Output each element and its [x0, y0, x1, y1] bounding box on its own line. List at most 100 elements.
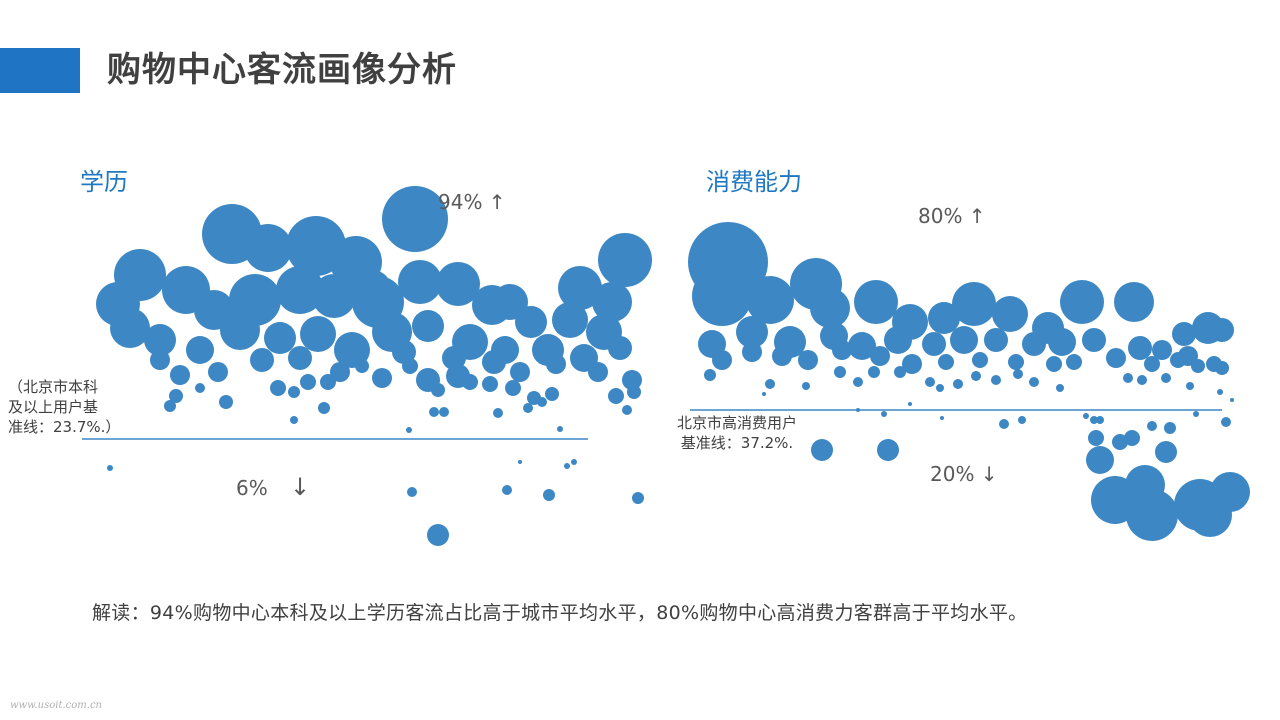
education-bubble	[588, 362, 608, 382]
consumption-bubble	[999, 419, 1009, 429]
consumption-bubble	[877, 439, 899, 461]
consumption-bubble	[992, 296, 1028, 332]
consumption-below-label: 20% ↓	[930, 462, 998, 486]
consumption-bubble	[1018, 416, 1026, 424]
education-bubble	[482, 350, 506, 374]
consumption-bubble	[1164, 422, 1176, 434]
consumption-bubble	[922, 332, 946, 356]
education-bubble	[439, 407, 449, 417]
consumption-bubble	[848, 332, 876, 360]
consumption-bubble	[925, 377, 935, 387]
consumption-bubble	[762, 392, 766, 396]
education-bubble	[107, 465, 113, 471]
consumption-bubble	[1137, 375, 1147, 385]
page-title: 购物中心客流画像分析	[107, 50, 457, 90]
consumption-bubble	[870, 346, 890, 366]
consumption-bubble	[1086, 446, 1114, 474]
education-bubble	[164, 400, 176, 412]
consumption-bubble	[1152, 340, 1172, 360]
consumption-bubble	[1217, 389, 1223, 395]
consumption-bubble	[1215, 361, 1229, 375]
education-bubble	[462, 374, 478, 390]
education-bubble	[355, 359, 369, 373]
consumption-bubble	[894, 366, 906, 378]
consumption-bubble	[928, 302, 960, 334]
consumption-bubble	[1147, 421, 1157, 431]
consumption-bubble	[991, 375, 1001, 385]
education-bubble	[510, 362, 530, 382]
education-bubble	[564, 463, 570, 469]
consumption-chart-title: 消费能力	[706, 168, 802, 196]
consumption-bubble	[1123, 373, 1133, 383]
consumption-bubble	[972, 352, 988, 368]
consumption-bubble	[1106, 348, 1126, 368]
consumption-bubble	[1029, 377, 1039, 387]
consumption-bubble	[984, 328, 1008, 352]
consumption-bubble	[950, 326, 978, 354]
education-bubble	[244, 224, 292, 272]
education-bubble	[632, 492, 644, 504]
education-bubble	[300, 374, 316, 390]
education-bubble	[545, 387, 559, 401]
consumption-bubble	[692, 266, 752, 326]
consumption-bubble	[1082, 328, 1106, 352]
consumption-bubble	[853, 377, 863, 387]
consumption-bubble	[938, 354, 954, 370]
consumption-bubble	[810, 288, 850, 328]
education-bubble	[186, 336, 214, 364]
education-bubble	[264, 322, 296, 354]
education-bubble	[312, 274, 356, 318]
education-bubble	[318, 402, 330, 414]
consumption-bubble	[1221, 417, 1231, 427]
education-bubble	[427, 524, 449, 546]
education-bubble	[276, 266, 324, 314]
education-bubble	[492, 284, 528, 320]
education-bubble	[290, 416, 298, 424]
consumption-above-label: 80% ↑	[918, 204, 986, 228]
education-bubble	[412, 310, 444, 342]
education-bubble	[482, 376, 498, 392]
education-bubble	[523, 403, 533, 413]
title-accent-bar	[0, 48, 80, 93]
consumption-bubble	[1096, 416, 1104, 424]
consumption-bubble	[736, 316, 768, 348]
consumption-bubble	[1056, 384, 1064, 392]
education-bubble	[288, 346, 312, 370]
education-bubble	[598, 233, 652, 287]
consumption-bubble	[834, 366, 846, 378]
education-bubble	[382, 186, 448, 252]
education-bubble	[330, 362, 350, 382]
consumption-bubble	[971, 371, 981, 381]
education-bubble	[552, 302, 588, 338]
consumption-bubble	[881, 411, 887, 417]
education-bubble	[546, 354, 566, 374]
education-bubble	[219, 395, 233, 409]
consumption-bubble	[1008, 354, 1024, 370]
education-bubble	[442, 346, 466, 370]
consumption-bubble	[953, 379, 963, 389]
consumption-bubble	[1114, 282, 1154, 322]
consumption-bubble	[1088, 430, 1104, 446]
consumption-bubble	[1188, 493, 1232, 537]
education-bubble	[392, 340, 416, 364]
consumption-bubble	[802, 382, 810, 390]
education-bubble	[195, 383, 205, 393]
education-bubble	[608, 388, 624, 404]
consumption-bubble	[936, 384, 944, 392]
education-bubble	[622, 370, 642, 390]
consumption-bubble	[1126, 489, 1178, 541]
education-bubble	[627, 385, 641, 399]
education-bubble	[250, 348, 274, 372]
education-bubble	[436, 262, 480, 306]
consumption-bubble	[1144, 356, 1160, 372]
education-bubble	[288, 386, 300, 398]
education-bubble	[406, 427, 412, 433]
education-bubble	[515, 306, 547, 338]
consumption-bubble	[742, 342, 762, 362]
education-bubble	[571, 459, 577, 465]
consumption-bubble	[712, 350, 732, 370]
education-bubble	[170, 365, 190, 385]
education-chart-title: 学历	[80, 168, 128, 196]
education-bubble	[543, 489, 555, 501]
consumption-bubble	[704, 369, 716, 381]
